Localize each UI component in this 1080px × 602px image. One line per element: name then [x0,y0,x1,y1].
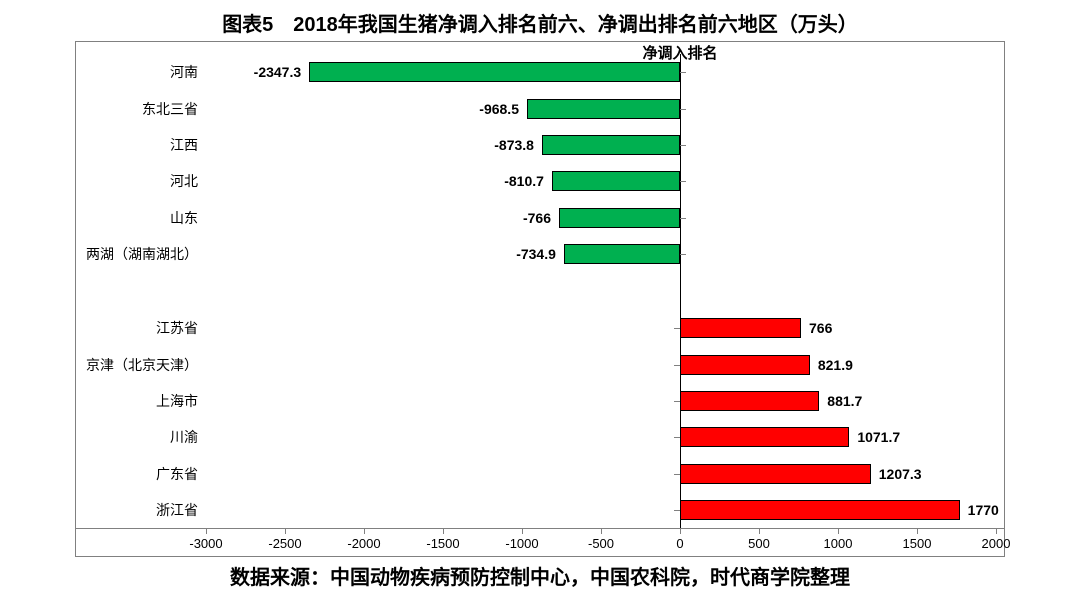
bar [527,99,680,119]
x-tick [285,528,286,534]
y-tick [680,109,686,110]
x-tick-label: -2500 [268,536,301,551]
bar-value-label: -810.7 [504,173,544,189]
x-tick [601,528,602,534]
bar-value-label: -734.9 [516,246,556,262]
category-label: 河北 [74,171,198,191]
category-label: 河南 [74,62,198,82]
category-label: 江西 [74,135,198,155]
category-label: 川渝 [74,427,198,447]
bar [559,208,680,228]
chart-plot-area: -3000 -2500 -2000 -1500 -1000 -500 0 500 1000 150… [75,41,1005,557]
bar-value-label: 1770 [968,502,999,518]
y-tick [680,254,686,255]
category-label: 浙江省 [74,500,198,520]
y-tick [680,72,686,73]
category-label: 东北三省 [74,99,198,119]
bar [680,391,819,411]
x-tick-label: -500 [588,536,614,551]
bar [564,244,680,264]
x-tick-label: 1500 [903,536,932,551]
bar [680,355,810,375]
x-tick [443,528,444,534]
chart-subtitle: 净调入排名 [642,42,717,63]
x-tick [838,528,839,534]
category-label: 江苏省 [74,318,198,338]
bar-value-label: 821.9 [818,357,853,373]
x-tick [206,528,207,534]
x-tick [917,528,918,534]
x-tick-label: -1500 [426,536,459,551]
x-tick-label: -1000 [505,536,538,551]
bar-value-label: 1207.3 [879,466,922,482]
x-tick [364,528,365,534]
bar-value-label: -873.8 [494,137,534,153]
x-tick [522,528,523,534]
bar-value-label: 766 [809,320,832,336]
chart-title: 图表5 2018年我国生猪净调入排名前六、净调出排名前六地区（万头） [0,0,1080,41]
bar [680,427,849,447]
x-tick [680,528,681,534]
category-label: 上海市 [74,391,198,411]
bar [542,135,680,155]
x-tick-label: 2000 [982,536,1011,551]
y-tick [680,145,686,146]
x-tick-label: -3000 [189,536,222,551]
x-tick-label: -2000 [347,536,380,551]
category-label: 山东 [74,208,198,228]
bar [552,171,680,191]
bar [680,464,871,484]
category-label: 广东省 [74,464,198,484]
x-tick-label: 500 [748,536,770,551]
x-tick-label: 0 [676,536,683,551]
x-axis [76,528,1004,529]
bar [309,62,680,82]
bar-value-label: -766 [523,210,551,226]
bar-value-label: 881.7 [827,393,862,409]
source-caption: 数据来源：中国动物疾病预防控制中心，中国农科院，时代商学院整理 [0,557,1080,590]
x-tick [996,528,997,534]
bar [680,318,801,338]
y-tick [680,218,686,219]
bar-value-label: -2347.3 [254,64,301,80]
bar-value-label: 1071.7 [857,429,900,445]
bar-value-label: -968.5 [479,101,519,117]
zero-axis [680,54,682,528]
x-tick-label: 1000 [824,536,853,551]
x-tick [759,528,760,534]
category-label: 两湖（湖南湖北） [74,244,198,264]
category-label: 京津（北京天津） [74,355,198,375]
y-tick [680,181,686,182]
bar [680,500,960,520]
